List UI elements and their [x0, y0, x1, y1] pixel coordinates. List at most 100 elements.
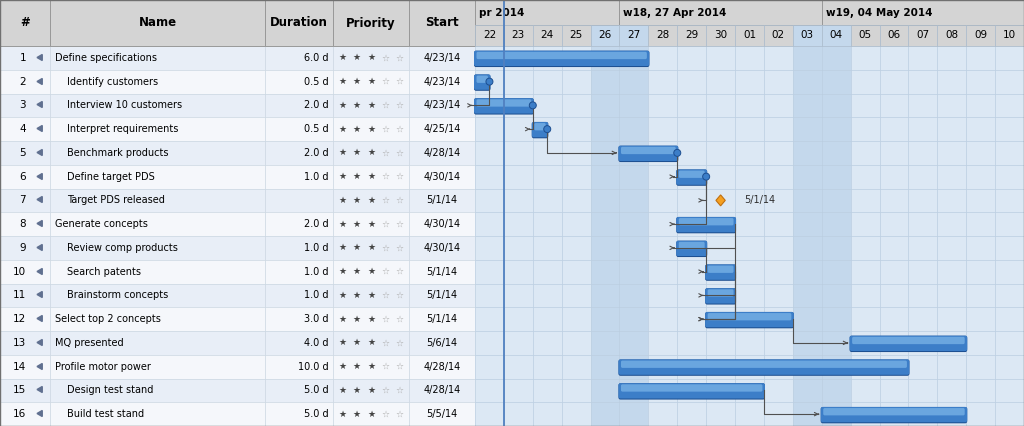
- Text: Define specifications: Define specifications: [55, 53, 157, 63]
- Bar: [908, 402, 937, 426]
- Bar: [880, 212, 908, 236]
- Bar: [265, 402, 333, 426]
- Bar: [532, 260, 562, 283]
- Bar: [880, 402, 908, 426]
- Bar: [880, 25, 908, 46]
- Bar: [532, 212, 562, 236]
- Text: ☆: ☆: [395, 362, 403, 371]
- Text: Start: Start: [425, 17, 459, 29]
- Bar: [620, 402, 648, 426]
- Bar: [764, 70, 793, 93]
- Bar: [821, 402, 851, 426]
- Bar: [532, 236, 562, 260]
- FancyBboxPatch shape: [621, 147, 676, 154]
- Text: 2: 2: [19, 77, 26, 86]
- Bar: [265, 165, 333, 188]
- Bar: [821, 141, 851, 165]
- Bar: [648, 25, 677, 46]
- Bar: [677, 141, 707, 165]
- Bar: [735, 402, 764, 426]
- Bar: [0, 70, 50, 93]
- Bar: [967, 93, 995, 117]
- Bar: [967, 331, 995, 355]
- FancyBboxPatch shape: [679, 242, 705, 249]
- Bar: [333, 188, 409, 212]
- Text: ★: ★: [352, 148, 360, 157]
- Bar: [880, 165, 908, 188]
- Bar: [562, 378, 591, 402]
- Text: 16: 16: [12, 409, 26, 419]
- Bar: [677, 46, 707, 70]
- Bar: [793, 212, 821, 236]
- Bar: [648, 141, 677, 165]
- Bar: [265, 141, 333, 165]
- Bar: [967, 260, 995, 283]
- Text: 5: 5: [19, 148, 26, 158]
- Bar: [648, 117, 677, 141]
- Bar: [967, 165, 995, 188]
- Bar: [880, 260, 908, 283]
- Bar: [562, 283, 591, 307]
- Text: 4/30/14: 4/30/14: [424, 172, 461, 181]
- Bar: [793, 331, 821, 355]
- Bar: [880, 236, 908, 260]
- Bar: [333, 378, 409, 402]
- Text: ★: ★: [367, 101, 375, 110]
- Bar: [333, 141, 409, 165]
- Bar: [937, 307, 967, 331]
- Bar: [620, 93, 648, 117]
- Bar: [591, 25, 620, 46]
- Bar: [333, 0, 409, 46]
- Bar: [532, 283, 562, 307]
- Bar: [475, 212, 504, 236]
- Bar: [821, 212, 851, 236]
- Bar: [851, 141, 880, 165]
- Text: MQ presented: MQ presented: [55, 338, 124, 348]
- Bar: [648, 212, 677, 236]
- Bar: [532, 188, 562, 212]
- Circle shape: [674, 150, 681, 156]
- FancyBboxPatch shape: [676, 170, 708, 185]
- Text: ★: ★: [338, 267, 346, 276]
- Text: ★: ★: [367, 386, 375, 395]
- Bar: [562, 188, 591, 212]
- Circle shape: [486, 78, 493, 85]
- Text: ☆: ☆: [395, 77, 403, 86]
- Circle shape: [544, 126, 551, 132]
- Bar: [735, 212, 764, 236]
- Text: ☆: ☆: [395, 291, 403, 300]
- Bar: [764, 236, 793, 260]
- Bar: [908, 141, 937, 165]
- Text: ★: ★: [338, 220, 346, 229]
- Bar: [793, 25, 821, 46]
- Bar: [707, 93, 735, 117]
- Bar: [821, 117, 851, 141]
- Text: 4.0 d: 4.0 d: [304, 338, 329, 348]
- FancyBboxPatch shape: [706, 265, 736, 281]
- Bar: [995, 307, 1024, 331]
- Bar: [821, 188, 851, 212]
- Bar: [0, 283, 50, 307]
- Bar: [648, 378, 677, 402]
- Bar: [793, 46, 821, 70]
- Bar: [967, 378, 995, 402]
- Text: ★: ★: [352, 77, 360, 86]
- FancyBboxPatch shape: [850, 336, 968, 351]
- Bar: [851, 212, 880, 236]
- Bar: [995, 283, 1024, 307]
- Bar: [409, 331, 475, 355]
- Bar: [648, 165, 677, 188]
- Bar: [620, 117, 648, 141]
- Bar: [504, 93, 532, 117]
- Bar: [409, 236, 475, 260]
- Bar: [908, 25, 937, 46]
- Bar: [591, 212, 620, 236]
- Bar: [409, 307, 475, 331]
- Bar: [967, 212, 995, 236]
- Bar: [562, 402, 591, 426]
- Bar: [409, 0, 475, 46]
- Bar: [735, 93, 764, 117]
- Bar: [532, 141, 562, 165]
- Bar: [995, 93, 1024, 117]
- Bar: [937, 117, 967, 141]
